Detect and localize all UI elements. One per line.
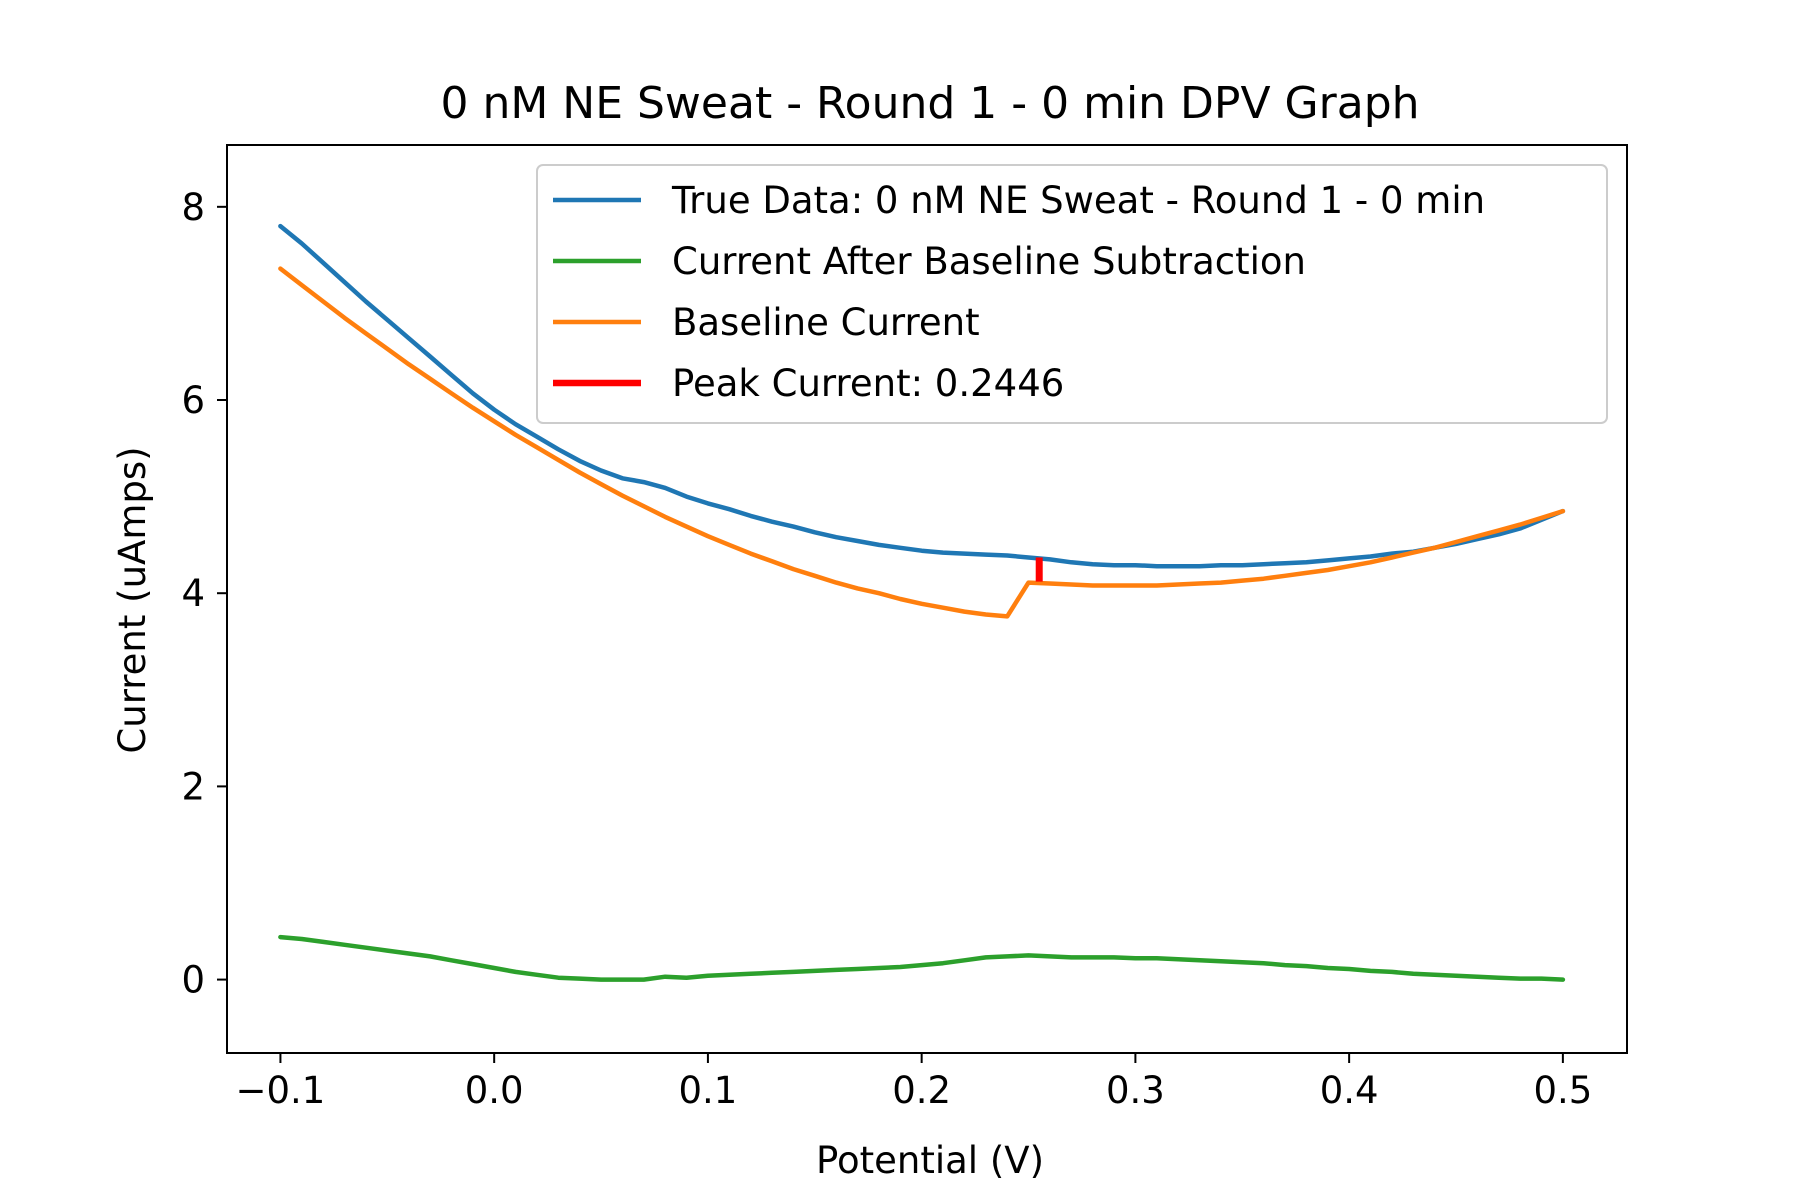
legend: True Data: 0 nM NE Sweat - Round 1 - 0 m…: [536, 164, 1608, 424]
legend-label: Baseline Current: [672, 301, 980, 344]
axes: −0.1 0.0 0.1 0.2 0.3 0.4 0.5 0 2 4 6 8: [181, 144, 1628, 1112]
y-tick-label: 6: [181, 379, 205, 422]
y-tick-label: 4: [181, 572, 205, 615]
legend-label: True Data: 0 nM NE Sweat - Round 1 - 0 m…: [671, 179, 1485, 222]
x-tick-label: 0.4: [1320, 1069, 1379, 1112]
legend-box: [536, 164, 1608, 424]
series-line-current-after-baseline-subtraction: [278, 934, 1566, 982]
x-tick-label: 0.0: [465, 1069, 524, 1112]
y-tick-label: 0: [181, 959, 205, 1002]
x-tick-label: 0.2: [892, 1069, 951, 1112]
y-tick-label: 8: [181, 186, 205, 229]
y-axis-title: Current (uAmps): [111, 446, 154, 753]
legend-label: Peak Current: 0.2446: [672, 362, 1064, 405]
plot-area: [278, 223, 1566, 982]
series-lines: [278, 223, 1566, 982]
x-tick-label: −0.1: [236, 1069, 326, 1112]
x-axis-title: Potential (V): [816, 1139, 1044, 1182]
x-tick-label: 0.5: [1533, 1069, 1592, 1112]
y-tick-label: 2: [181, 765, 205, 808]
plot-frame: [226, 144, 1628, 1054]
series-line-true-data-0-nm-ne-sweat-round-1-0-min: [278, 223, 1566, 569]
series-line-baseline-current: [278, 266, 1566, 619]
x-tick-label: 0.3: [1106, 1069, 1165, 1112]
chart-title: 0 nM NE Sweat - Round 1 - 0 min DPV Grap…: [440, 78, 1419, 129]
x-tick-label: 0.1: [678, 1069, 737, 1112]
legend-label: Current After Baseline Subtraction: [672, 240, 1306, 283]
